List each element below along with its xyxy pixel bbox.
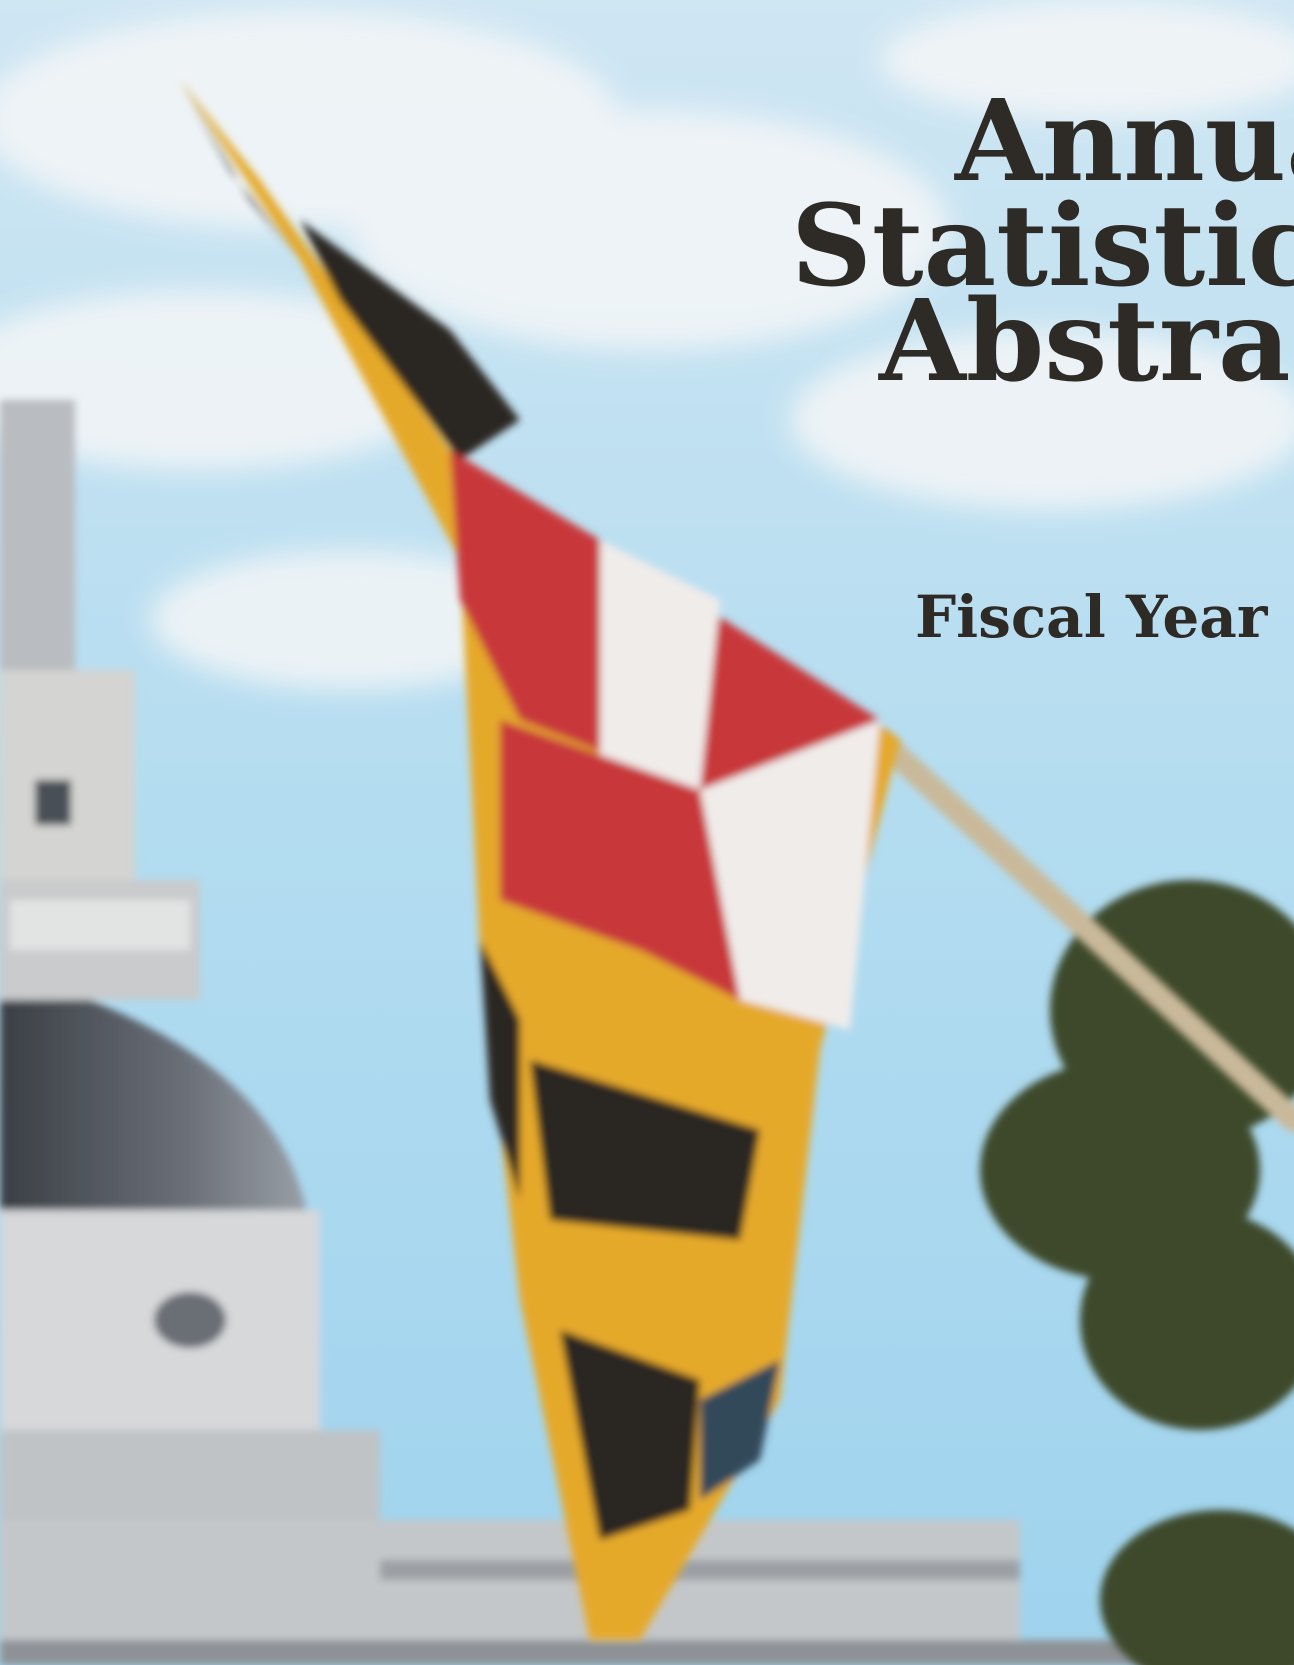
title-line: Abstrac — [878, 276, 1294, 407]
page-body: Annua Statistica Abstrac Fiscal Year (()… — [0, 0, 1294, 1665]
subtitle: Fiscal Year — [915, 583, 1269, 651]
cover: Annua Statistica Abstrac Fiscal Year — [0, 0, 1294, 1665]
page: Cover {"cover": {"title_lines": ["Annua"… — [0, 0, 1294, 1665]
